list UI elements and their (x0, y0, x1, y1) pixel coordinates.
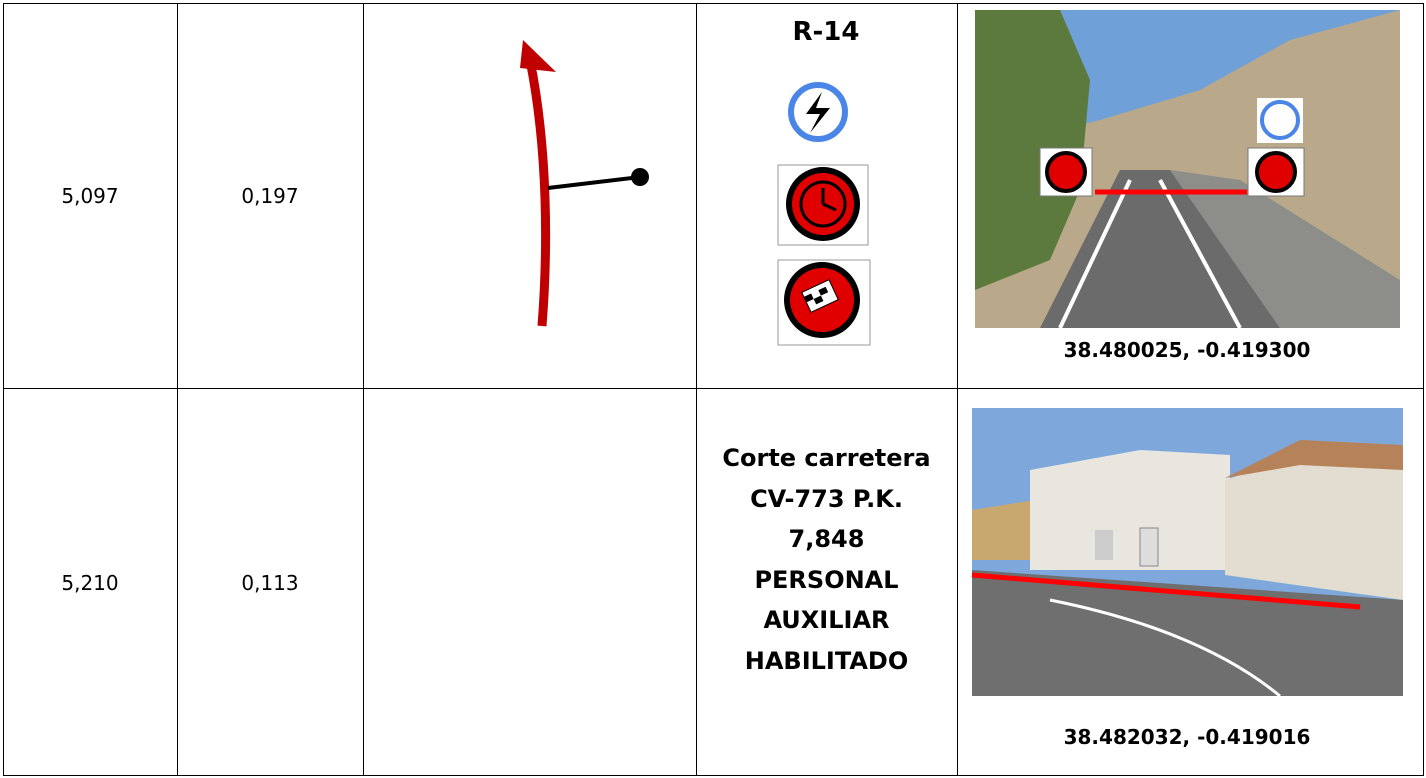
sign-line: HABILITADO (744, 646, 909, 675)
connector-dot (631, 168, 649, 186)
border (3, 775, 1424, 776)
sign-label: R-14 (792, 17, 860, 47)
pk: 5,210 (61, 571, 119, 595)
sign-text: Corte carretera CV-773 P.K. 7,848 PERSON… (696, 438, 957, 681)
sign-lightning (788, 82, 848, 142)
border (3, 388, 1424, 389)
border (363, 3, 364, 776)
coordinates: 38.482032, -0.419016 (1063, 725, 1311, 749)
distance: 0,197 (241, 184, 299, 208)
street-photo (971, 408, 1403, 698)
street-photo (975, 10, 1400, 329)
sign-line: Corte carretera (722, 444, 931, 472)
route-arrow (525, 59, 551, 327)
sign-clock (777, 164, 869, 246)
coordinates: 38.480025, -0.419300 (1063, 338, 1311, 362)
border (177, 3, 178, 776)
border (696, 3, 697, 776)
distance: 0,113 (241, 571, 299, 595)
arrow-head (520, 40, 556, 72)
border (1423, 3, 1424, 776)
sign-line: CV-773 P.K. (750, 484, 903, 513)
sign-line: AUXILIAR (763, 606, 890, 634)
sign-line: 7,848 (788, 525, 865, 553)
connector (547, 175, 641, 190)
border (3, 3, 4, 776)
pk: 5,097 (61, 184, 119, 208)
border (3, 3, 1424, 4)
sign-line: PERSONAL (754, 565, 899, 594)
sign-flag (777, 259, 871, 346)
border (957, 3, 958, 776)
